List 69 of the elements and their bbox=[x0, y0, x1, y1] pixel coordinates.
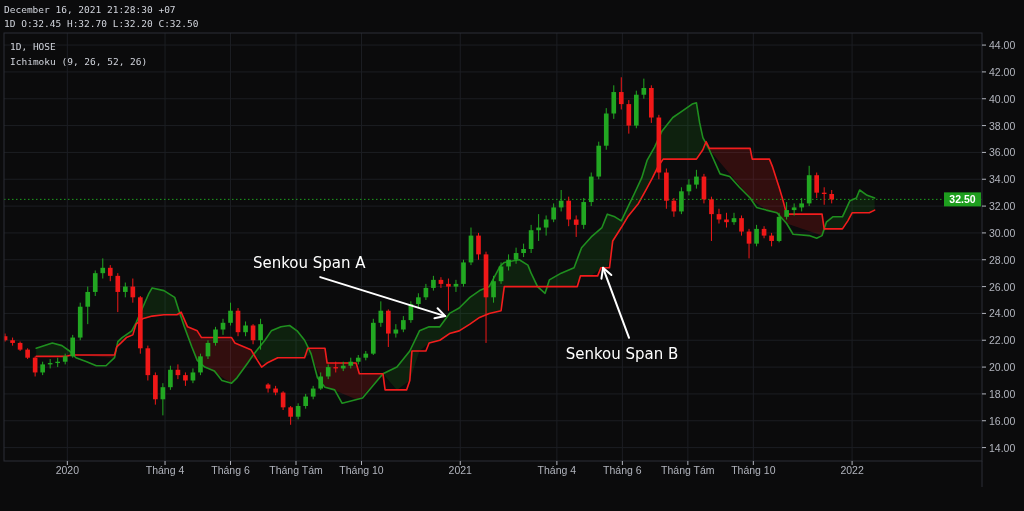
x-tick-label: 2021 bbox=[448, 464, 473, 476]
x-tick-label: Tháng 6 bbox=[211, 464, 250, 476]
y-tick-label: 44.00 bbox=[989, 39, 1016, 52]
y-tick-label: 14.00 bbox=[989, 441, 1016, 454]
candlestick bbox=[543, 214, 549, 237]
candlestick bbox=[198, 353, 203, 376]
candlestick bbox=[709, 196, 714, 242]
y-tick-label: 28.00 bbox=[989, 253, 1016, 266]
candlestick bbox=[213, 326, 218, 347]
y-tick-label: 22.00 bbox=[989, 334, 1016, 347]
x-tick-label: Tháng 6 bbox=[603, 464, 642, 476]
candlestick bbox=[626, 99, 632, 135]
y-tick-label: 36.00 bbox=[989, 146, 1016, 159]
text: 1D, HOSE bbox=[10, 41, 57, 52]
candlestick bbox=[461, 259, 466, 288]
candlestick bbox=[130, 278, 136, 304]
candlestick bbox=[100, 257, 106, 280]
candlestick bbox=[115, 272, 121, 313]
x-tick-label: Tháng 4 bbox=[537, 464, 577, 476]
candlestick bbox=[168, 365, 173, 391]
text: Ichimoku (9, 26, 52, 26) bbox=[10, 56, 148, 67]
annotation: Senkou Span A bbox=[252, 254, 367, 273]
candlestick bbox=[791, 202, 797, 216]
y-tick-label: 24.00 bbox=[989, 307, 1016, 320]
y-tick-label: 34.00 bbox=[989, 173, 1016, 186]
y-tick-label: 32.00 bbox=[989, 200, 1016, 213]
y-tick-label: 30.00 bbox=[989, 226, 1016, 239]
x-tick-label: 2022 bbox=[840, 464, 864, 476]
candlestick bbox=[92, 269, 98, 297]
candlestick bbox=[70, 334, 76, 359]
candlestick bbox=[378, 300, 384, 328]
x-tick-label: Tháng 4 bbox=[145, 464, 185, 476]
y-tick-label: 42.00 bbox=[989, 65, 1016, 78]
x-tick-label: Tháng Tám bbox=[269, 464, 324, 476]
ref-line-label: 32.50 bbox=[949, 193, 976, 206]
candlestick bbox=[573, 214, 579, 238]
candlestick bbox=[566, 196, 572, 227]
candlestick bbox=[386, 308, 391, 348]
candlestick bbox=[641, 78, 647, 100]
y-tick-label: 18.00 bbox=[989, 387, 1016, 400]
candlestick bbox=[228, 302, 233, 326]
candlestick bbox=[288, 405, 293, 426]
y-tick-label: 40.00 bbox=[989, 92, 1016, 105]
candlestick bbox=[814, 172, 819, 199]
candlestick bbox=[476, 232, 481, 261]
candlestick bbox=[446, 278, 451, 312]
x-tick-label: Tháng 10 bbox=[339, 464, 384, 476]
y-tick-label: 20.00 bbox=[989, 361, 1016, 374]
candlestick bbox=[453, 279, 459, 293]
candlestick bbox=[754, 224, 759, 247]
candlestick bbox=[491, 275, 496, 304]
candlestick bbox=[258, 318, 263, 351]
candlestick bbox=[694, 169, 699, 190]
text: December 16, 2021 21:28:30 +07 bbox=[4, 4, 176, 15]
x-tick-label: Tháng 10 bbox=[731, 464, 776, 476]
candlestick bbox=[739, 214, 744, 237]
candlestick bbox=[85, 286, 91, 325]
candlestick bbox=[551, 202, 556, 223]
y-tick-label: 26.00 bbox=[989, 280, 1016, 293]
candlestick bbox=[618, 76, 624, 110]
annotation: Senkou Span B bbox=[565, 344, 679, 363]
text: 1D O:32.45 H:32.70 L:32.20 C:32.50 bbox=[4, 18, 199, 29]
y-tick-label: 38.00 bbox=[989, 119, 1016, 132]
candlestick bbox=[611, 84, 617, 120]
x-tick-label: Tháng Tám bbox=[661, 464, 715, 476]
y-tick-label: 16.00 bbox=[989, 414, 1016, 427]
candlestick bbox=[513, 247, 519, 265]
x-tick-label: 2020 bbox=[55, 464, 80, 476]
candlestick bbox=[220, 318, 226, 336]
